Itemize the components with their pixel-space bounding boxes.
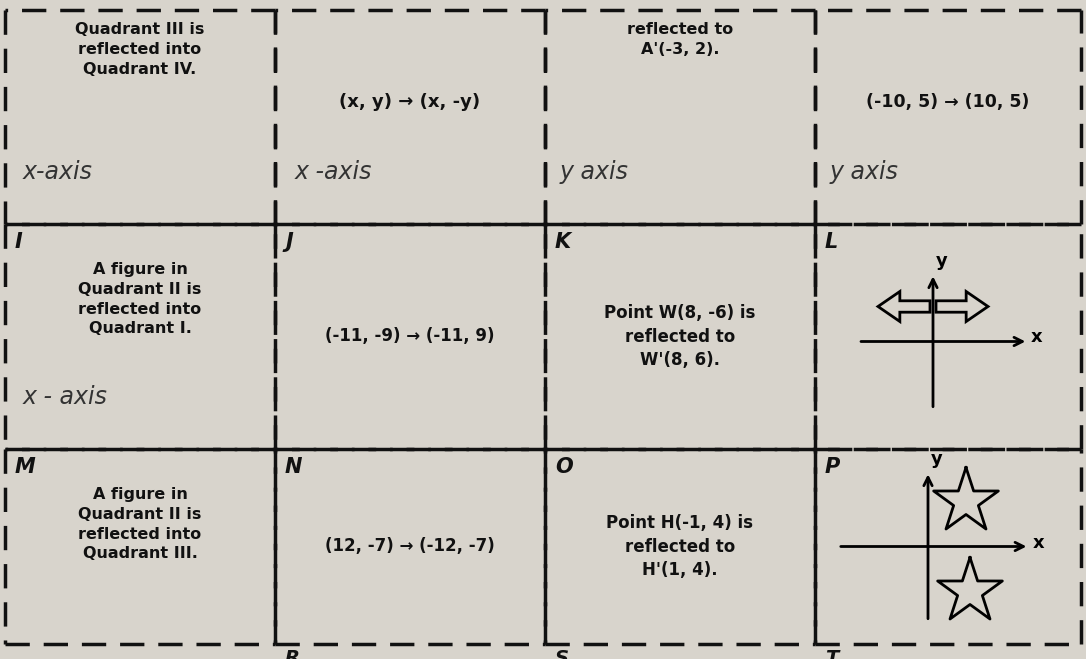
Polygon shape <box>936 291 988 322</box>
Text: O: O <box>555 457 572 477</box>
Text: J: J <box>285 232 293 252</box>
Text: (12, -7) → (-12, -7): (12, -7) → (-12, -7) <box>325 538 495 556</box>
Text: x: x <box>1033 534 1044 552</box>
Polygon shape <box>934 467 998 529</box>
Text: x-axis: x-axis <box>23 160 93 184</box>
Text: N: N <box>285 457 303 477</box>
Text: T: T <box>825 649 838 659</box>
Text: y: y <box>931 449 943 467</box>
Text: A figure in
Quadrant II is
reflected into
Quadrant III.: A figure in Quadrant II is reflected int… <box>78 487 202 561</box>
Text: Point W(8, -6) is
reflected to
W'(8, 6).: Point W(8, -6) is reflected to W'(8, 6). <box>604 304 756 369</box>
Polygon shape <box>937 558 1002 619</box>
Text: A figure in
Quadrant II is
reflected into
Quadrant I.: A figure in Quadrant II is reflected int… <box>78 262 202 336</box>
Text: y axis: y axis <box>830 160 899 184</box>
Text: y axis: y axis <box>560 160 629 184</box>
Text: reflected to
A'(-3, 2).: reflected to A'(-3, 2). <box>627 22 733 57</box>
Text: y: y <box>936 252 948 270</box>
Polygon shape <box>877 291 930 322</box>
Text: P: P <box>825 457 841 477</box>
Text: K: K <box>555 232 571 252</box>
Text: (-10, 5) → (10, 5): (-10, 5) → (10, 5) <box>867 93 1030 111</box>
Text: (-11, -9) → (-11, 9): (-11, -9) → (-11, 9) <box>325 328 495 345</box>
Text: Point H(-1, 4) is
reflected to
H'(1, 4).: Point H(-1, 4) is reflected to H'(1, 4). <box>606 514 754 579</box>
Text: I: I <box>15 232 23 252</box>
Text: M: M <box>15 457 36 477</box>
Text: (x, y) → (x, -y): (x, y) → (x, -y) <box>340 93 481 111</box>
Text: S: S <box>555 649 569 659</box>
Text: R: R <box>285 649 300 659</box>
Text: L: L <box>825 232 838 252</box>
Text: Quadrant III is
reflected into
Quadrant IV.: Quadrant III is reflected into Quadrant … <box>75 22 204 76</box>
Text: x -axis: x -axis <box>295 160 372 184</box>
Text: x - axis: x - axis <box>23 385 108 409</box>
Text: x: x <box>1032 328 1043 347</box>
